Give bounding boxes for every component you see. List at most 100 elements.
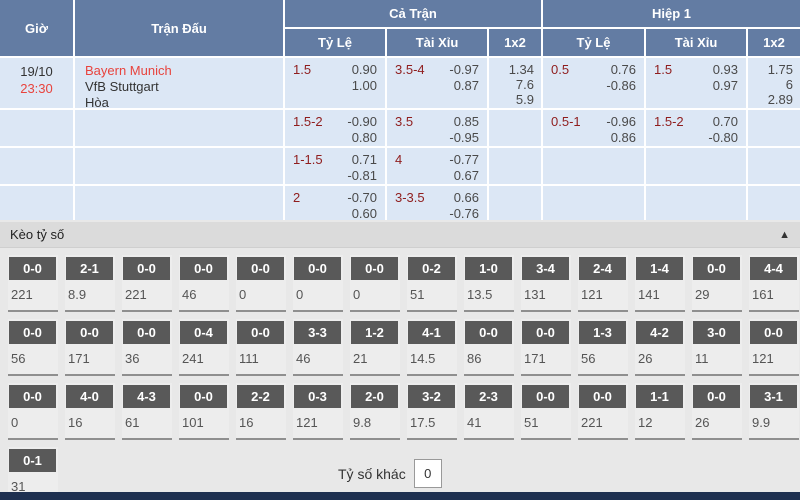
score-cell[interactable]: 0-0 221 bbox=[122, 255, 172, 312]
score-cell[interactable]: 0-2 51 bbox=[407, 255, 457, 312]
score-chip[interactable]: 2-0 bbox=[351, 385, 398, 408]
score-chip[interactable]: 4-4 bbox=[750, 257, 797, 280]
odds-value[interactable]: -0.81 bbox=[347, 168, 377, 183]
score-chip[interactable]: 0-4 bbox=[180, 321, 227, 344]
score-cell[interactable]: 0-0 0 bbox=[293, 255, 343, 312]
score-cell[interactable]: 0-1 31 bbox=[8, 447, 58, 500]
score-chip[interactable]: 4-0 bbox=[66, 385, 113, 408]
score-chip[interactable]: 4-2 bbox=[636, 321, 683, 344]
score-chip[interactable]: 0-0 bbox=[294, 257, 341, 280]
score-chip[interactable]: 0-0 bbox=[579, 385, 626, 408]
score-chip[interactable]: 2-1 bbox=[66, 257, 113, 280]
score-cell[interactable]: 0-0 36 bbox=[122, 319, 172, 376]
score-chip[interactable]: 0-0 bbox=[180, 385, 227, 408]
odds-value[interactable]: 0.70 bbox=[712, 114, 738, 129]
score-cell[interactable]: 0-3 121 bbox=[293, 383, 343, 440]
score-chip[interactable]: 0-0 bbox=[123, 321, 170, 344]
score-cell[interactable]: 0-0 221 bbox=[578, 383, 628, 440]
score-cell[interactable]: 2-1 8.9 bbox=[65, 255, 115, 312]
score-chip[interactable]: 0-0 bbox=[522, 321, 569, 344]
score-cell[interactable]: 3-0 11 bbox=[692, 319, 742, 376]
odds-value[interactable]: 0.87 bbox=[453, 78, 479, 93]
score-cell[interactable]: 2-0 9.8 bbox=[350, 383, 400, 440]
odds-value[interactable]: -0.90 bbox=[347, 114, 377, 129]
score-chip[interactable]: 0-0 bbox=[693, 385, 740, 408]
odds-value[interactable]: -0.70 bbox=[347, 190, 377, 205]
score-chip[interactable]: 3-4 bbox=[522, 257, 569, 280]
score-cell[interactable]: 0-0 51 bbox=[521, 383, 571, 440]
score-chip[interactable]: 0-0 bbox=[522, 385, 569, 408]
score-chip[interactable]: 0-1 bbox=[9, 449, 56, 472]
score-cell[interactable]: 1-3 56 bbox=[578, 319, 628, 376]
score-chip[interactable]: 1-3 bbox=[579, 321, 626, 344]
score-cell[interactable]: 0-0 56 bbox=[8, 319, 58, 376]
score-chip[interactable]: 0-2 bbox=[408, 257, 455, 280]
odds-value[interactable]: 0.60 bbox=[351, 206, 377, 220]
odds-value[interactable]: -0.80 bbox=[708, 130, 738, 145]
score-cell[interactable]: 3-2 17.5 bbox=[407, 383, 457, 440]
odds-value[interactable]: -0.96 bbox=[606, 114, 636, 129]
score-chip[interactable]: 0-0 bbox=[693, 257, 740, 280]
score-cell[interactable]: 0-0 0 bbox=[8, 383, 58, 440]
score-chip[interactable]: 1-0 bbox=[465, 257, 512, 280]
score-chip[interactable]: 0-0 bbox=[351, 257, 398, 280]
score-chip[interactable]: 0-0 bbox=[66, 321, 113, 344]
score-cell[interactable]: 3-4 131 bbox=[521, 255, 571, 312]
score-cell[interactable]: 0-0 171 bbox=[65, 319, 115, 376]
score-cell[interactable]: 1-1 12 bbox=[635, 383, 685, 440]
score-chip[interactable]: 2-4 bbox=[579, 257, 626, 280]
score-cell[interactable]: 2-2 16 bbox=[236, 383, 286, 440]
score-chip[interactable]: 0-0 bbox=[9, 321, 56, 344]
score-cell[interactable]: 2-4 121 bbox=[578, 255, 628, 312]
away-team-name[interactable]: VfB Stuttgart bbox=[85, 79, 159, 94]
score-cell[interactable]: 2-3 41 bbox=[464, 383, 514, 440]
odds-value[interactable]: 0.90 bbox=[351, 62, 377, 77]
score-chip[interactable]: 3-3 bbox=[294, 321, 341, 344]
score-cell[interactable]: 4-0 16 bbox=[65, 383, 115, 440]
score-chip[interactable]: 3-1 bbox=[750, 385, 797, 408]
collapse-arrow-icon[interactable]: ▲ bbox=[779, 228, 790, 241]
score-cell[interactable]: 0-4 241 bbox=[179, 319, 229, 376]
odds-value[interactable]: 1.75 bbox=[767, 62, 793, 77]
odds-value[interactable]: -0.95 bbox=[449, 130, 479, 145]
score-cell[interactable]: 4-2 26 bbox=[635, 319, 685, 376]
score-cell[interactable]: 4-3 61 bbox=[122, 383, 172, 440]
odds-value[interactable]: 1.00 bbox=[351, 78, 377, 93]
score-cell[interactable]: 0-0 0 bbox=[350, 255, 400, 312]
score-chip[interactable]: 0-3 bbox=[294, 385, 341, 408]
score-chip[interactable]: 3-0 bbox=[693, 321, 740, 344]
odds-value[interactable]: 0.85 bbox=[453, 114, 479, 129]
score-chip[interactable]: 0-0 bbox=[750, 321, 797, 344]
odds-value[interactable]: 0.93 bbox=[712, 62, 738, 77]
score-cell[interactable]: 0-0 121 bbox=[749, 319, 799, 376]
home-team-name[interactable]: Bayern Munich bbox=[85, 63, 172, 78]
odds-value[interactable]: 6 bbox=[785, 77, 793, 92]
score-chip[interactable]: 2-2 bbox=[237, 385, 284, 408]
odds-value[interactable]: -0.86 bbox=[606, 78, 636, 93]
odds-value[interactable]: 0.80 bbox=[351, 130, 377, 145]
score-chip[interactable]: 0-0 bbox=[180, 257, 227, 280]
odds-value[interactable]: 7.6 bbox=[515, 77, 534, 92]
score-cell[interactable]: 1-0 13.5 bbox=[464, 255, 514, 312]
odds-value[interactable]: 0.71 bbox=[351, 152, 377, 167]
score-chip[interactable]: 0-0 bbox=[9, 257, 56, 280]
score-cell[interactable]: 3-3 46 bbox=[293, 319, 343, 376]
score-cell[interactable]: 0-0 86 bbox=[464, 319, 514, 376]
score-cell[interactable]: 0-0 171 bbox=[521, 319, 571, 376]
odds-value[interactable]: 0.97 bbox=[712, 78, 738, 93]
odds-value[interactable]: 0.66 bbox=[453, 190, 479, 205]
score-chip[interactable]: 3-2 bbox=[408, 385, 455, 408]
score-cell[interactable]: 0-0 46 bbox=[179, 255, 229, 312]
score-chip[interactable]: 1-4 bbox=[636, 257, 683, 280]
score-chip[interactable]: 1-2 bbox=[351, 321, 398, 344]
score-cell[interactable]: 1-4 141 bbox=[635, 255, 685, 312]
score-cell[interactable]: 0-0 29 bbox=[692, 255, 742, 312]
score-cell[interactable]: 0-0 26 bbox=[692, 383, 742, 440]
score-chip[interactable]: 0-0 bbox=[9, 385, 56, 408]
score-chip[interactable]: 0-0 bbox=[123, 257, 170, 280]
score-cell[interactable]: 0-0 0 bbox=[236, 255, 286, 312]
odds-value[interactable]: 2.89 bbox=[767, 92, 793, 107]
score-cell[interactable]: 0-0 221 bbox=[8, 255, 58, 312]
odds-value[interactable]: 5.9 bbox=[515, 92, 534, 107]
score-chip[interactable]: 1-1 bbox=[636, 385, 683, 408]
